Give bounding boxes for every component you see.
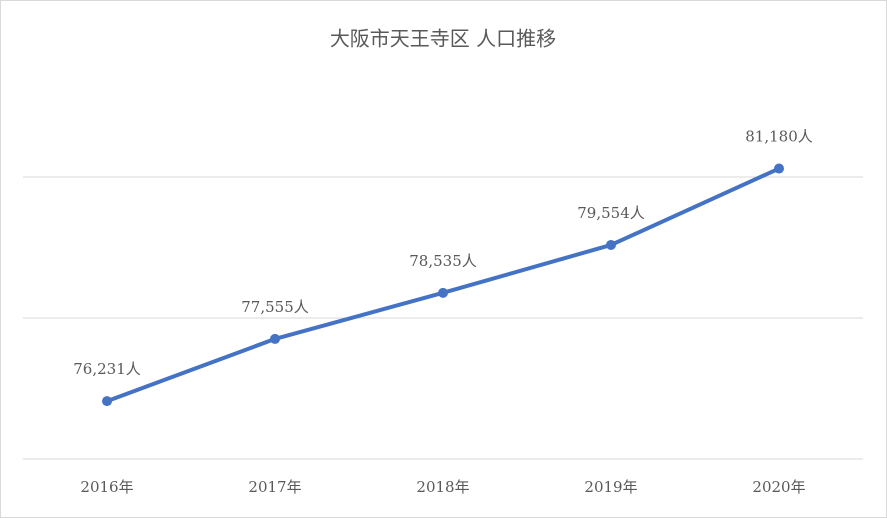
- x-tick-label: 2018年: [416, 478, 469, 496]
- data-label: 77,555人: [241, 298, 309, 316]
- x-tick-label: 2020年: [752, 478, 805, 496]
- data-point: [102, 396, 112, 407]
- data-label: 76,231人: [73, 360, 141, 378]
- data-point: [270, 333, 280, 344]
- data-point: [774, 163, 784, 174]
- data-point: [606, 239, 616, 250]
- data-label: 78,535人: [409, 252, 477, 270]
- data-label: 79,554人: [577, 204, 645, 222]
- chart-title: 大阪市天王寺区 人口推移: [330, 27, 556, 51]
- x-tick-label: 2016年: [80, 478, 133, 496]
- data-point: [438, 287, 448, 298]
- data-label: 81,180人: [745, 128, 813, 146]
- x-tick-label: 2019年: [584, 478, 637, 496]
- x-tick-label: 2017年: [248, 478, 301, 496]
